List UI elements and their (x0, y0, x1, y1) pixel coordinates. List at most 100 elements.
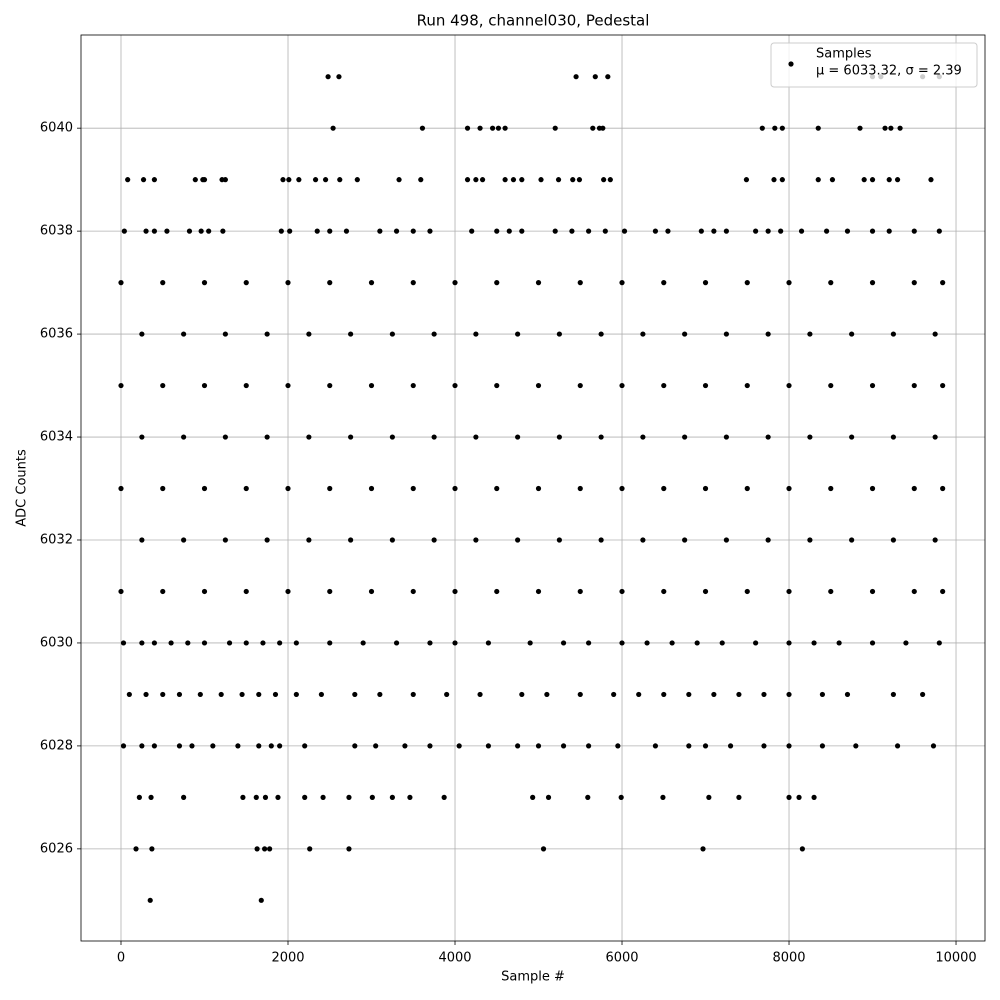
point (711, 691, 717, 698)
legend: Samples μ = 6033.32, σ = 2.39 (770, 42, 978, 88)
point (744, 382, 750, 389)
point (661, 280, 667, 286)
point (652, 743, 659, 749)
point (253, 794, 259, 800)
point (819, 691, 826, 698)
point (410, 691, 416, 698)
point (577, 485, 583, 492)
point (700, 846, 706, 852)
point (210, 743, 216, 749)
point (473, 177, 479, 183)
point (723, 228, 729, 234)
point (389, 434, 395, 440)
point (535, 588, 542, 595)
point (267, 846, 273, 852)
point (494, 228, 500, 234)
y-axis-label: ADC Counts (15, 449, 30, 527)
point (477, 125, 483, 131)
point (206, 228, 212, 234)
point (239, 691, 245, 698)
point (911, 228, 917, 234)
point (456, 743, 462, 749)
point (473, 331, 479, 337)
point (201, 640, 208, 646)
point (598, 537, 604, 543)
point (815, 177, 821, 183)
point (160, 691, 166, 698)
point (222, 434, 228, 440)
legend-label: Samples (816, 47, 872, 62)
point (586, 743, 592, 749)
point (307, 846, 313, 852)
point (160, 382, 166, 389)
point (853, 743, 859, 749)
point (576, 177, 583, 183)
point (285, 382, 291, 389)
y-tick-label: 6032 (40, 532, 73, 547)
x-axis-label: Sample # (501, 970, 565, 985)
point (828, 382, 834, 389)
point (928, 177, 934, 183)
point (201, 485, 208, 492)
point (765, 331, 771, 337)
point (894, 743, 901, 749)
point (798, 228, 805, 234)
point (151, 640, 157, 646)
point (886, 228, 892, 234)
point (598, 331, 604, 337)
point (815, 125, 821, 131)
point (256, 691, 262, 698)
point (640, 434, 646, 440)
point (577, 382, 583, 389)
point (936, 640, 942, 646)
point (469, 228, 475, 234)
point (605, 74, 611, 80)
point (849, 434, 855, 440)
point (346, 846, 352, 852)
point (602, 228, 608, 234)
point (268, 743, 274, 749)
point (327, 640, 333, 646)
point (869, 588, 876, 595)
point (410, 280, 416, 286)
point (652, 228, 659, 234)
point (761, 743, 767, 749)
point (285, 280, 291, 286)
y-tick-label: 6026 (40, 841, 73, 856)
point (661, 485, 667, 492)
point (940, 280, 946, 286)
point (264, 537, 270, 543)
point (897, 125, 903, 131)
point (556, 331, 562, 337)
point (765, 228, 771, 234)
point (325, 74, 331, 80)
point (302, 794, 308, 800)
point (506, 228, 512, 234)
point (519, 691, 525, 698)
point (277, 640, 283, 646)
point (243, 382, 249, 389)
point (502, 125, 508, 131)
point (890, 691, 896, 698)
point (262, 846, 268, 852)
point (118, 382, 124, 389)
point (836, 640, 842, 646)
point (600, 125, 606, 131)
point (198, 228, 204, 234)
point (882, 125, 888, 131)
point (494, 280, 500, 286)
y-tick-label: 6030 (40, 635, 73, 650)
y-tick-label: 6036 (40, 327, 73, 342)
point (285, 588, 291, 595)
point (786, 794, 792, 800)
point (181, 331, 187, 337)
point (723, 331, 729, 337)
point (272, 691, 279, 698)
point (151, 743, 157, 749)
point (243, 280, 249, 286)
point (133, 846, 139, 852)
point (556, 434, 562, 440)
point (280, 177, 286, 183)
point (869, 640, 876, 646)
point (201, 280, 208, 286)
